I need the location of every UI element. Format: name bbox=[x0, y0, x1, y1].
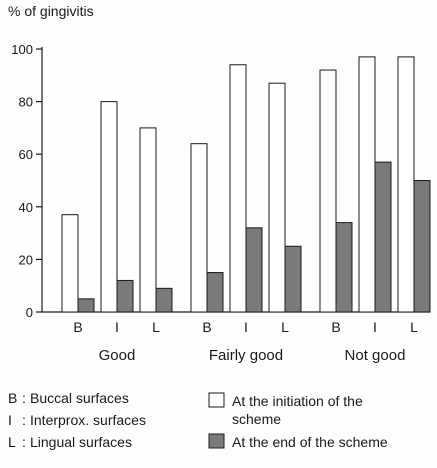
bar-end-not-good-L bbox=[413, 180, 431, 313]
bar-end-good-L bbox=[155, 287, 173, 313]
category-label: L bbox=[410, 319, 418, 335]
legend-swatch-end bbox=[208, 433, 225, 449]
key-colon: : bbox=[22, 434, 26, 450]
bar-initiation-not-good-L bbox=[397, 56, 415, 313]
category-label: B bbox=[331, 319, 340, 335]
category-label: I bbox=[115, 319, 119, 335]
y-tick-label: 40 bbox=[19, 200, 33, 215]
category-label: I bbox=[244, 319, 248, 335]
bar-end-not-good-I bbox=[374, 161, 392, 313]
y-tick-label: 0 bbox=[26, 305, 33, 320]
key-code: B bbox=[8, 390, 17, 406]
key-code: L bbox=[8, 434, 16, 450]
y-tick-label: 80 bbox=[19, 95, 33, 110]
bar-end-not-good-B bbox=[335, 222, 353, 313]
group-label: Fairly good bbox=[209, 347, 283, 364]
y-axis-title: % of gingivitis bbox=[8, 3, 94, 19]
category-label: B bbox=[73, 319, 82, 335]
bar-end-fairly-good-I bbox=[245, 227, 263, 313]
y-tick-label: 20 bbox=[19, 252, 33, 267]
bar-initiation-fairly-good-B bbox=[190, 143, 208, 313]
bar-end-good-I bbox=[116, 279, 134, 313]
legend-label-initiation: scheme bbox=[232, 411, 281, 427]
category-label: L bbox=[152, 319, 160, 335]
bar-initiation-good-B bbox=[61, 214, 79, 313]
key-code: I bbox=[8, 412, 12, 428]
key-colon: : bbox=[22, 412, 26, 428]
category-label: L bbox=[281, 319, 289, 335]
key-text: Buccal surfaces bbox=[30, 390, 129, 406]
key-text: Lingual surfaces bbox=[30, 434, 132, 450]
bar-end-fairly-good-B bbox=[206, 272, 224, 313]
bar-initiation-not-good-I bbox=[358, 56, 376, 313]
bar-initiation-not-good-B bbox=[319, 69, 337, 313]
bar-initiation-good-L bbox=[139, 127, 157, 313]
legend-label-end: At the end of the scheme bbox=[232, 434, 388, 450]
bar-initiation-fairly-good-I bbox=[229, 64, 247, 313]
bar-end-good-B bbox=[77, 298, 95, 313]
category-label: B bbox=[202, 319, 211, 335]
bar-end-fairly-good-L bbox=[284, 245, 302, 313]
bar-initiation-fairly-good-L bbox=[268, 82, 286, 313]
key-colon: : bbox=[22, 390, 26, 406]
key-text: Interprox. surfaces bbox=[30, 412, 146, 428]
category-label: I bbox=[373, 319, 377, 335]
group-label: Good bbox=[99, 347, 136, 364]
y-tick-label: 60 bbox=[19, 147, 33, 162]
y-tick-label: 100 bbox=[11, 42, 33, 57]
legend-swatch-initiation bbox=[208, 392, 225, 408]
group-label: Not good bbox=[345, 347, 406, 364]
legend-label-initiation: At the initiation of the bbox=[232, 393, 363, 409]
bar-initiation-good-I bbox=[100, 101, 118, 313]
